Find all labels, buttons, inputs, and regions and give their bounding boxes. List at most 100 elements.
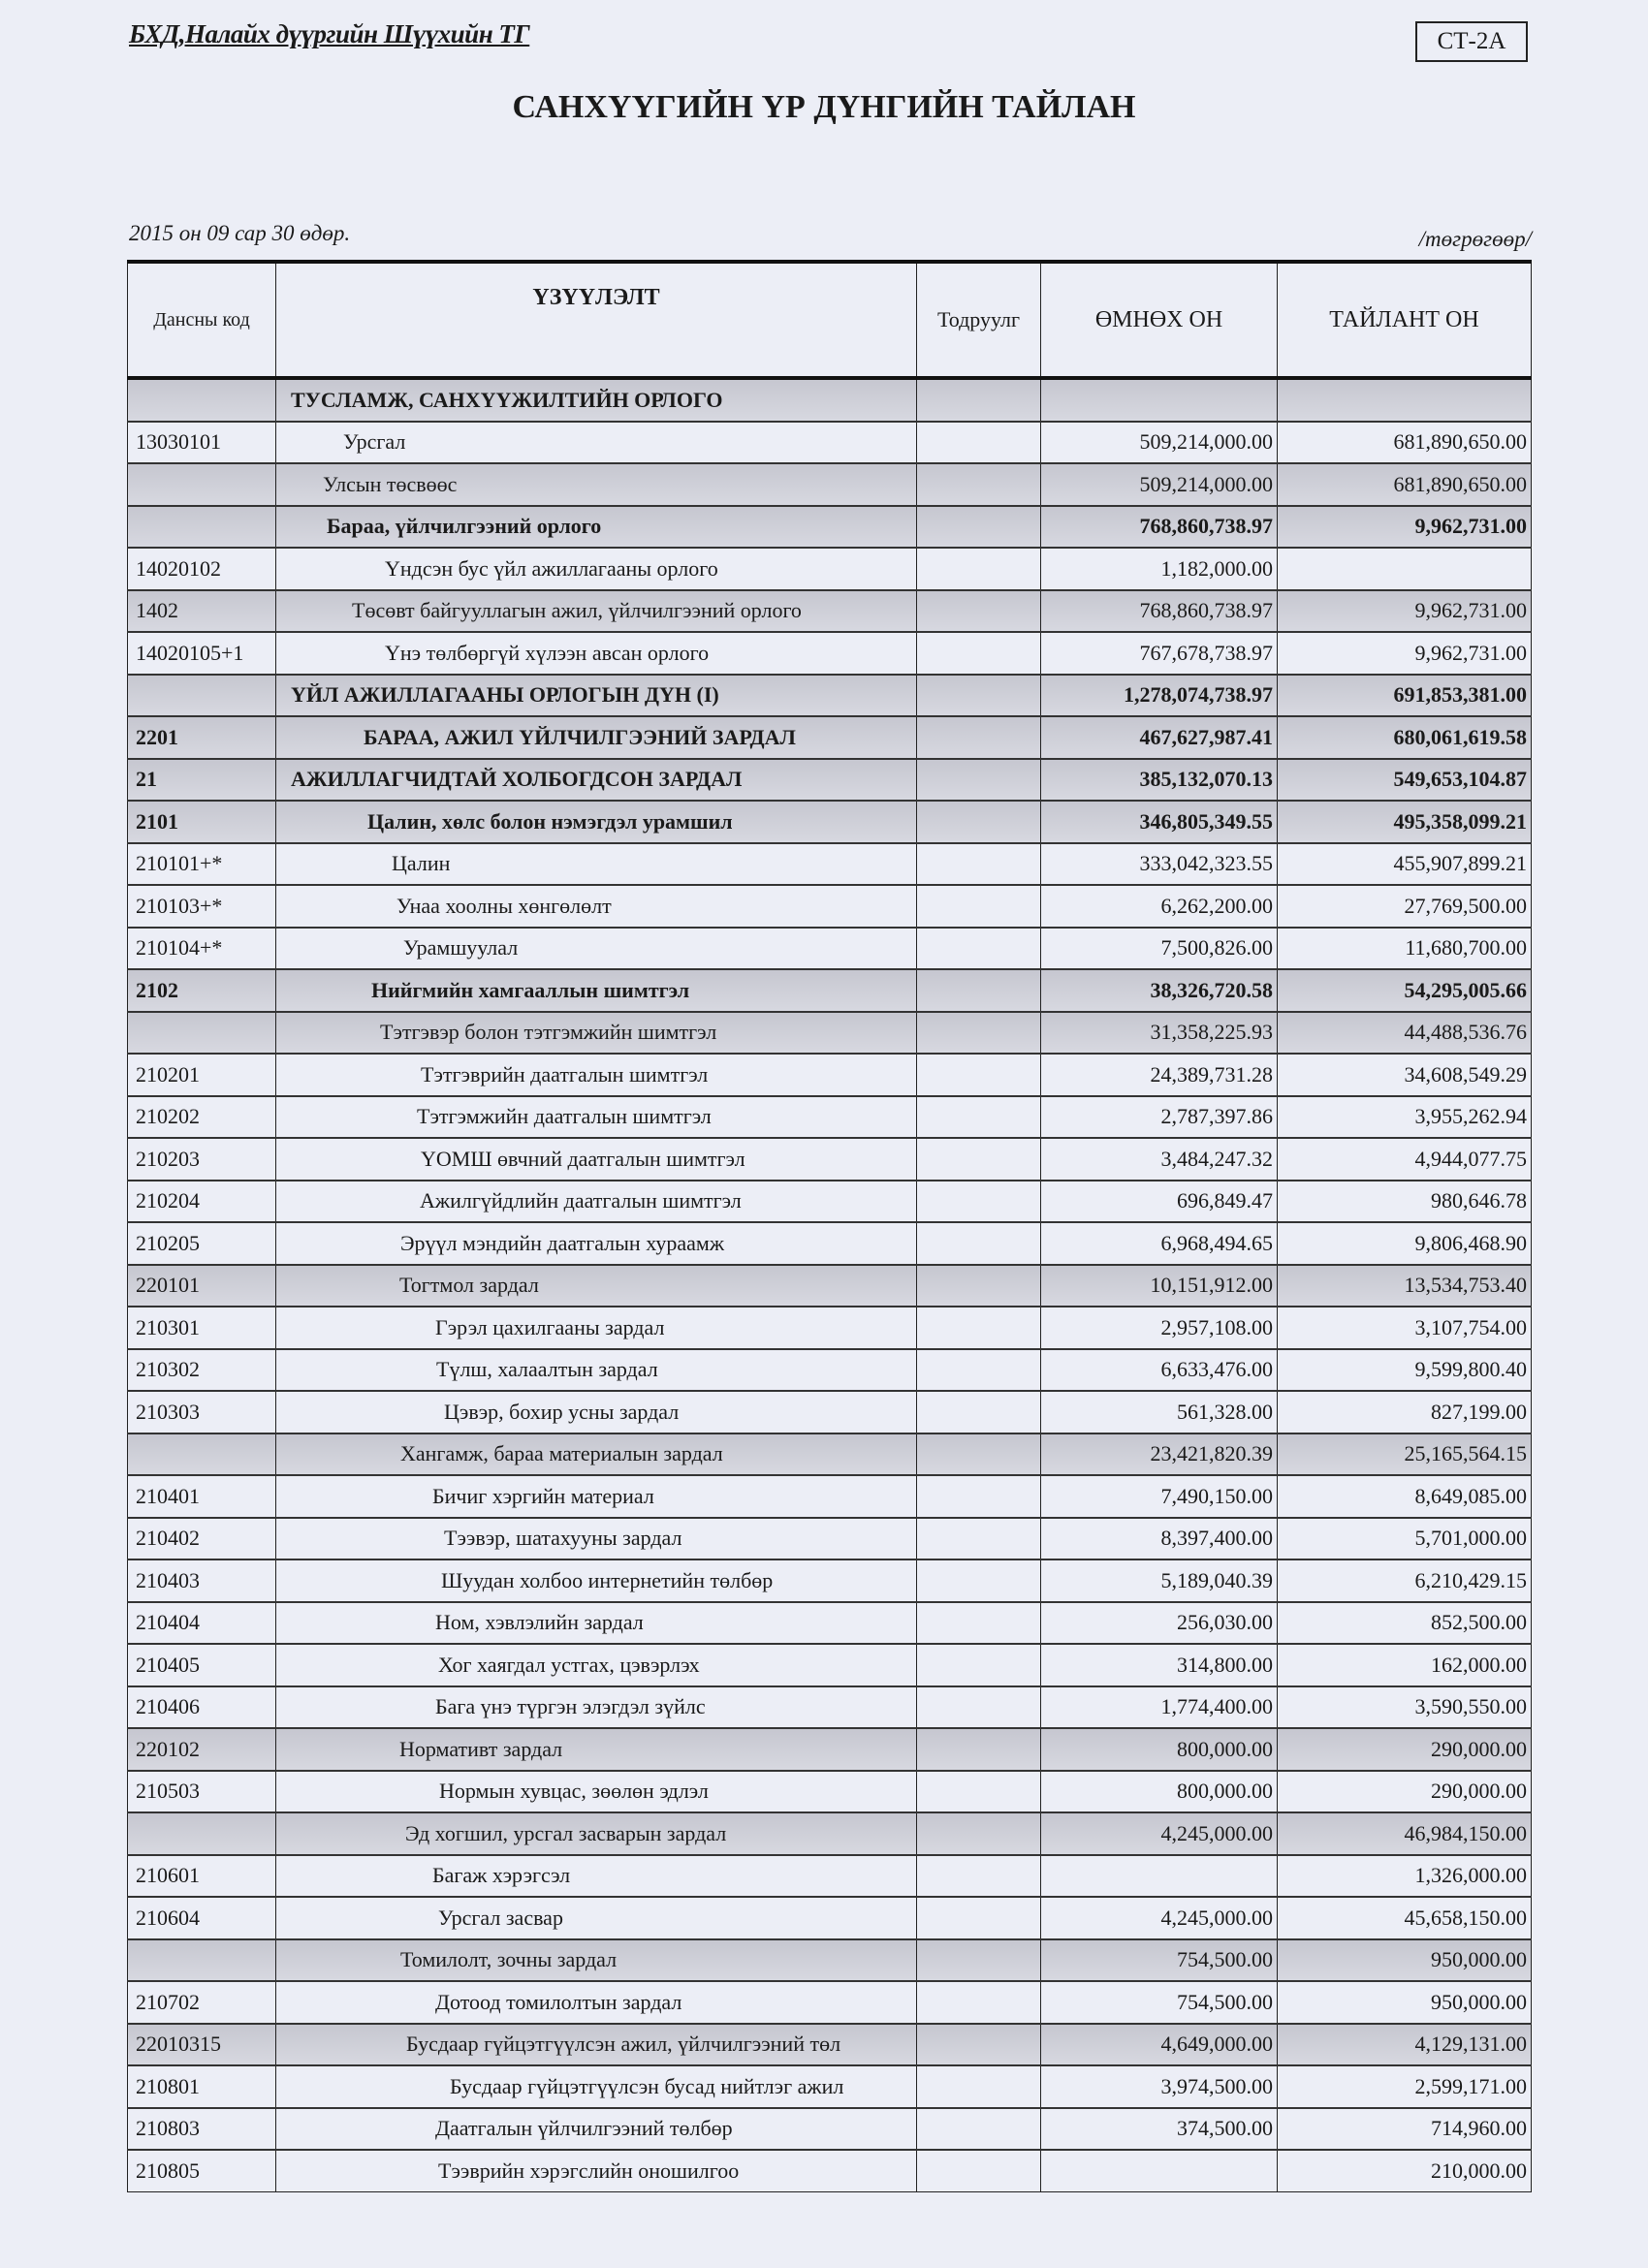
table-row: 210402 Тээвэр, шатахууны зардал 8,397,400.… [127, 1516, 1532, 1560]
note-cell [916, 504, 1041, 549]
table-row: 210101+* Цалин 333,042,323.55 455,907,899.2… [127, 841, 1532, 886]
current-year-value: 290,000.00 [1277, 1769, 1532, 1813]
previous-year-value: 754,500.00 [1040, 1937, 1278, 1982]
financial-results-table: Дансны код ҮЗҮҮЛЭЛТ Тодруулг ӨМНӨХ ОН ТА… [127, 260, 1532, 2192]
note-cell [916, 841, 1041, 886]
table-row: 22010315 Бусдаар гүйцэтгүүлсэн ажил, үйлч… [127, 2022, 1532, 2066]
current-year-value: 3,107,754.00 [1277, 1306, 1532, 1349]
previous-year-value: 346,805,349.55 [1040, 800, 1278, 843]
table-row: 210404 Ном, хэвлэлийн зардал 256,030.00 852… [127, 1600, 1532, 1645]
current-year-value: 3,590,550.00 [1277, 1685, 1532, 1729]
indicator-label: Цалин, хөлс болон нэмэгдэл урамшил [275, 800, 917, 843]
column-header-indicator: ҮЗҮҮЛЭЛТ [275, 260, 917, 380]
current-year-value: 2,599,171.00 [1277, 2064, 1532, 2108]
previous-year-value: 6,633,476.00 [1040, 1347, 1278, 1392]
indicator-label: ТУСЛАМЖ, САНХҮҮЖИЛТИЙН ОРЛОГО [275, 377, 917, 422]
current-year-value: 455,907,899.21 [1277, 841, 1532, 886]
note-cell [916, 1137, 1041, 1181]
previous-year-value: 5,189,040.39 [1040, 1559, 1278, 1602]
table-row: 220101 Тогтмол зардал 10,151,912.00 13,534,… [127, 1263, 1532, 1307]
indicator-label: Багаж хэрэгсэл [275, 1853, 917, 1898]
current-year-value: 25,165,564.15 [1277, 1432, 1532, 1476]
note-cell [916, 1474, 1041, 1518]
note-cell [916, 1600, 1041, 1645]
table-row: 210406 Бага үнэ түргэн элэгдэл зүйлс 1,774… [127, 1685, 1532, 1729]
indicator-label: Тэтгэмжийн даатгалын шимтгэл [275, 1094, 917, 1139]
current-year-value: 45,658,150.00 [1277, 1896, 1532, 1939]
note-cell [916, 926, 1041, 970]
current-year-value: 950,000.00 [1277, 1937, 1532, 1982]
current-year-value: 8,649,085.00 [1277, 1474, 1532, 1518]
previous-year-value: 4,245,000.00 [1040, 1896, 1278, 1939]
account-code: 1402 [127, 588, 276, 633]
note-cell [916, 1094, 1041, 1139]
current-year-value: 691,853,381.00 [1277, 673, 1532, 717]
account-code: 210803 [127, 2106, 276, 2151]
note-cell [916, 1685, 1041, 1729]
account-code [127, 1811, 276, 1855]
note-cell [916, 673, 1041, 717]
account-code: 210303 [127, 1390, 276, 1433]
current-year-value: 681,890,650.00 [1277, 462, 1532, 506]
current-year-value: 4,129,131.00 [1277, 2022, 1532, 2066]
previous-year-value: 467,627,987.41 [1040, 715, 1278, 759]
report-date: 2015 он 09 сар 30 өдөр. [129, 221, 351, 245]
note-cell [916, 1390, 1041, 1433]
table-header-row: Дансны код ҮЗҮҮЛЭЛТ Тодруулг ӨМНӨХ ОН ТА… [127, 260, 1532, 380]
table-row: 210104+* Урамшуулал 7,500,826.00 11,680,700… [127, 926, 1532, 970]
previous-year-value: 754,500.00 [1040, 1980, 1278, 2024]
table-row: 210202 Тэтгэмжийн даатгалын шимтгэл 2,787,… [127, 1094, 1532, 1139]
current-year-value: 9,806,468.90 [1277, 1221, 1532, 1265]
note-cell [916, 1769, 1041, 1813]
table-row: 210204 Ажилгүйдлийн даатгалын шимтгэл 696,… [127, 1179, 1532, 1223]
indicator-label: Үнэ төлбөргүй хүлээн авсан орлого [275, 631, 917, 675]
previous-year-value: 4,649,000.00 [1040, 2022, 1278, 2066]
note-cell [916, 1559, 1041, 1602]
note-cell [916, 968, 1041, 1012]
previous-year-value: 8,397,400.00 [1040, 1516, 1278, 1560]
previous-year-value: 509,214,000.00 [1040, 420, 1278, 464]
current-year-value: 11,680,700.00 [1277, 926, 1532, 970]
indicator-label: Улсын төсвөөс [275, 462, 917, 506]
table-row: 210302 Түлш, халаалтын зардал 6,633,476.00… [127, 1347, 1532, 1392]
indicator-label: Хог хаягдал устгах, цэвэрлэх [275, 1643, 917, 1686]
current-year-value: 680,061,619.58 [1277, 715, 1532, 759]
table-row: 13030101 Урсгал 509,214,000.00 681,890,650.… [127, 420, 1532, 464]
note-cell [916, 1179, 1041, 1223]
current-year-value: 1,326,000.00 [1277, 1853, 1532, 1898]
note-cell [916, 1306, 1041, 1349]
table-row: 210503 Нормын хувцас, зөөлөн эдлэл 800,000… [127, 1769, 1532, 1813]
account-code [127, 377, 276, 422]
note-cell [916, 1896, 1041, 1939]
current-year-value: 549,653,104.87 [1277, 757, 1532, 802]
previous-year-value: 768,860,738.97 [1040, 504, 1278, 549]
account-code: 210604 [127, 1896, 276, 1939]
account-code: 14020102 [127, 547, 276, 590]
previous-year-value: 1,182,000.00 [1040, 547, 1278, 590]
current-year-value: 162,000.00 [1277, 1643, 1532, 1686]
indicator-label: АЖИЛЛАГЧИДТАЙ ХОЛБОГДСОН ЗАРДАЛ [275, 757, 917, 802]
account-code [127, 462, 276, 506]
note-cell [916, 1937, 1041, 1982]
previous-year-value: 38,326,720.58 [1040, 968, 1278, 1012]
current-year-value: 54,295,005.66 [1277, 968, 1532, 1012]
indicator-label: Түлш, халаалтын зардал [275, 1347, 917, 1392]
account-code [127, 1937, 276, 1982]
table-row: 210201 Тэтгэврийн даатгалын шимтгэл 24,389… [127, 1053, 1532, 1096]
indicator-label: Шуудан холбоо интернетийн төлбөр [275, 1559, 917, 1602]
note-cell [916, 420, 1041, 464]
indicator-label: Тогтмол зардал [275, 1263, 917, 1307]
table-row: 210403 Шуудан холбоо интернетийн төлбөр 5,… [127, 1559, 1532, 1602]
indicator-label: ҮЙЛ АЖИЛЛАГААНЫ ОРЛОГЫН ДҮН (I) [275, 673, 917, 717]
current-year-value: 827,199.00 [1277, 1390, 1532, 1433]
previous-year-value: 4,245,000.00 [1040, 1811, 1278, 1855]
previous-year-value: 767,678,738.97 [1040, 631, 1278, 675]
current-year-value: 290,000.00 [1277, 1727, 1532, 1771]
account-code: 210702 [127, 1980, 276, 2024]
page-title: САНХҮҮГИЙН ҮР ДҮНГИЙН ТАЙЛАН [512, 89, 1136, 125]
table-row: 210103+* Унаа хоолны хөнгөлөлт 6,262,200.0… [127, 884, 1532, 928]
note-cell [916, 1727, 1041, 1771]
previous-year-value: 256,030.00 [1040, 1600, 1278, 1645]
table-row: 210803 Даатгалын үйлчилгээний төлбөр 374,5… [127, 2106, 1532, 2151]
previous-year-value: 768,860,738.97 [1040, 588, 1278, 633]
